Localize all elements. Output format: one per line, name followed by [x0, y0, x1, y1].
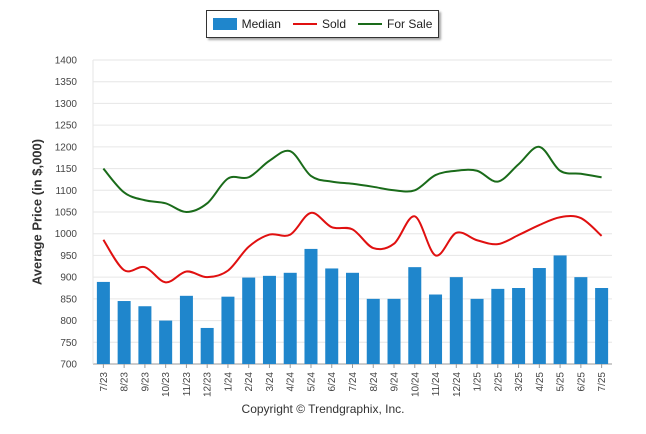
x-tick-label: 5/24 — [306, 372, 317, 392]
x-tick-label: 1/25 — [473, 372, 484, 392]
bar-median — [387, 298, 401, 364]
copyright-text: Copyright © Trendgraphix, Inc. — [241, 402, 405, 416]
bar-median — [408, 267, 422, 364]
y-tick-label: 1100 — [55, 186, 77, 197]
y-axis-title: Average Price (in $,000) — [29, 138, 45, 286]
x-tick-label: 10/23 — [161, 372, 172, 397]
y-tick-label: 1350 — [55, 77, 78, 88]
bar-median — [242, 277, 256, 364]
legend-item-median[interactable]: Median — [212, 17, 281, 31]
bar-median — [96, 281, 110, 364]
y-tick-label: 1000 — [55, 229, 78, 240]
bar-median — [512, 288, 526, 364]
bar-median — [179, 295, 193, 364]
x-tick-label: 11/23 — [182, 372, 193, 397]
bar-median — [200, 327, 214, 364]
y-tick-label: 700 — [60, 360, 77, 371]
y-tick-label: 750 — [60, 338, 77, 349]
x-tick-label: 8/23 — [120, 372, 131, 392]
x-tick-label: 10/24 — [410, 372, 421, 397]
x-tick-label: 3/25 — [514, 372, 525, 392]
y-tick-label: 1050 — [55, 208, 78, 219]
x-tick-label: 12/24 — [452, 372, 463, 397]
bar-median — [366, 298, 380, 364]
x-tick-label: 8/24 — [369, 372, 380, 392]
bar-median — [553, 255, 567, 364]
y-tick-label: 950 — [60, 251, 77, 262]
bar-median — [138, 306, 152, 364]
bar-median — [449, 277, 463, 364]
legend-item-for-sale[interactable]: For Sale — [358, 17, 432, 31]
bar-median — [221, 296, 235, 364]
x-tick-label: 9/23 — [140, 372, 151, 392]
y-tick-label: 900 — [60, 273, 77, 284]
legend-swatch-median — [212, 18, 237, 30]
x-tick-label: 7/24 — [348, 372, 359, 392]
y-tick-label: 800 — [60, 316, 77, 327]
y-tick-label: 1400 — [55, 56, 78, 67]
chart-legend: Median Sold For Sale — [206, 10, 439, 38]
x-tick-label: 3/24 — [265, 372, 276, 392]
bar-median — [117, 301, 131, 364]
bar-median — [346, 272, 359, 364]
x-tick-label: 4/24 — [286, 372, 297, 392]
bar-median — [283, 272, 297, 364]
legend-label-for-sale: For Sale — [387, 17, 433, 31]
bar-median — [304, 248, 318, 364]
x-tick-label: 11/24 — [431, 372, 442, 397]
y-tick-label: 1300 — [55, 99, 78, 110]
x-tick-label: 6/25 — [576, 372, 587, 392]
x-tick-label: 7/25 — [597, 372, 608, 392]
line-sold — [102, 211, 603, 284]
x-tick-label: 1/24 — [223, 372, 234, 392]
y-tick-label: 1150 — [55, 164, 77, 175]
x-tick-label: 7/23 — [99, 372, 110, 392]
legend-item-sold[interactable]: Sold — [292, 17, 347, 31]
y-tick-label: 1250 — [55, 121, 78, 132]
legend-swatch-sold — [292, 23, 317, 25]
bar-median — [574, 277, 588, 364]
bar-median — [470, 298, 484, 364]
x-tick-label: 4/25 — [535, 372, 546, 392]
bar-median — [262, 275, 276, 364]
y-tick-label: 850 — [60, 294, 77, 305]
x-tick-label: 9/24 — [390, 372, 401, 392]
x-tick-label: 12/23 — [203, 372, 214, 397]
legend-swatch-for-sale — [358, 23, 383, 25]
bar-median — [429, 294, 443, 364]
legend-label-median: Median — [241, 17, 281, 31]
bar-median — [325, 268, 339, 364]
legend-label-sold: Sold — [321, 17, 347, 31]
x-tick-label: 2/25 — [493, 372, 504, 392]
bar-median — [491, 288, 505, 364]
x-tick-label: 5/25 — [556, 372, 567, 392]
bar-median — [532, 268, 546, 364]
x-tick-label: 2/24 — [244, 372, 255, 392]
bar-median — [159, 320, 173, 364]
line-for-sale — [102, 145, 602, 214]
y-tick-label: 1200 — [55, 142, 78, 153]
bar-median — [595, 288, 609, 364]
x-tick-label: 6/24 — [327, 372, 338, 392]
